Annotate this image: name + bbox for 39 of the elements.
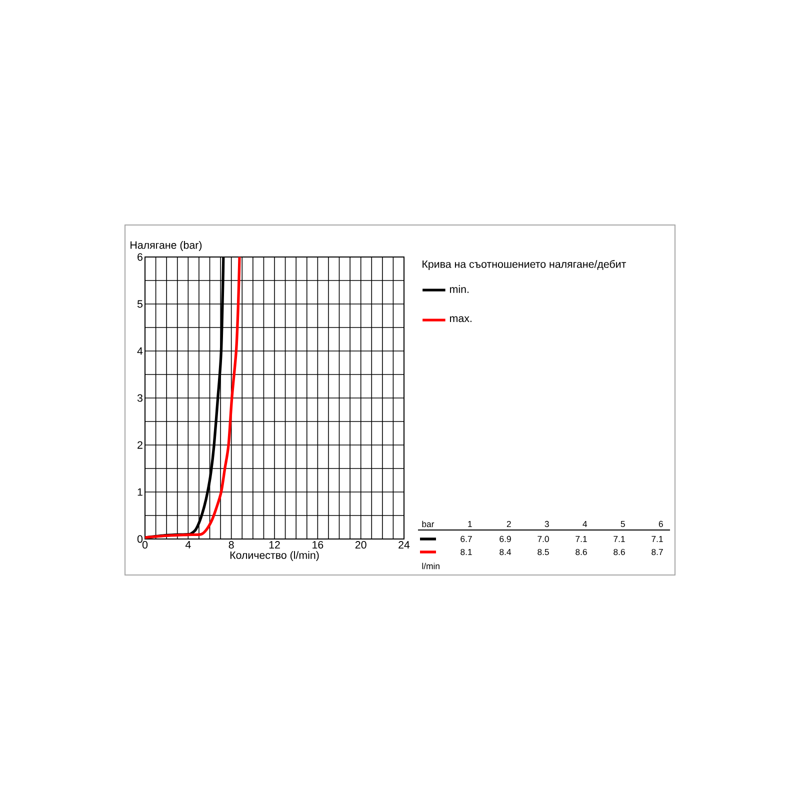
legend-label: min. [450,285,468,293]
text: 6 [658,520,663,528]
text: 7.0 [538,536,549,542]
x-tick-label: 16 [312,541,324,549]
text: 8.4 [500,548,512,556]
y-tick-label: 3 [137,394,142,402]
text: 1 [468,521,472,527]
x-tick-label: 12 [269,541,280,548]
y-axis-title: Налягане (bar) [130,241,202,251]
y-tick-label: 1 [138,488,142,496]
text: 5 [620,520,625,528]
text: 6.9 [500,536,511,542]
x-tick-label: 8 [228,541,234,549]
text: 7.1 [652,536,663,542]
text: 4 [582,521,588,527]
x-tick-label: 24 [398,541,410,548]
y-tick-label: 4 [137,347,143,355]
y-tick-label: 2 [138,441,142,449]
legend-title: Крива на съотношението налягане/дебит [422,260,626,270]
text: 2 [506,520,511,528]
text: 8.6 [576,548,587,556]
y-tick-label: 6 [138,253,142,261]
text: 8.6 [614,548,625,556]
x-tick-label: 20 [355,541,366,549]
text: 8.5 [538,548,549,556]
text: l/min [422,562,440,570]
legend-label: max. [450,316,472,322]
text: 8.7 [652,548,663,556]
text: bar [422,520,434,528]
text: 3 [544,520,549,528]
y-tick-label: 5 [137,300,143,308]
x-axis-title: Количество (l/min) [230,551,319,562]
text: 8.1 [460,548,472,556]
text: 7.1 [576,536,587,542]
text: 6.7 [460,536,472,542]
line-series [145,257,241,539]
x-tick-label: 4 [185,541,191,548]
text: 7.1 [614,536,625,542]
y-tick-label: 0 [137,535,143,543]
